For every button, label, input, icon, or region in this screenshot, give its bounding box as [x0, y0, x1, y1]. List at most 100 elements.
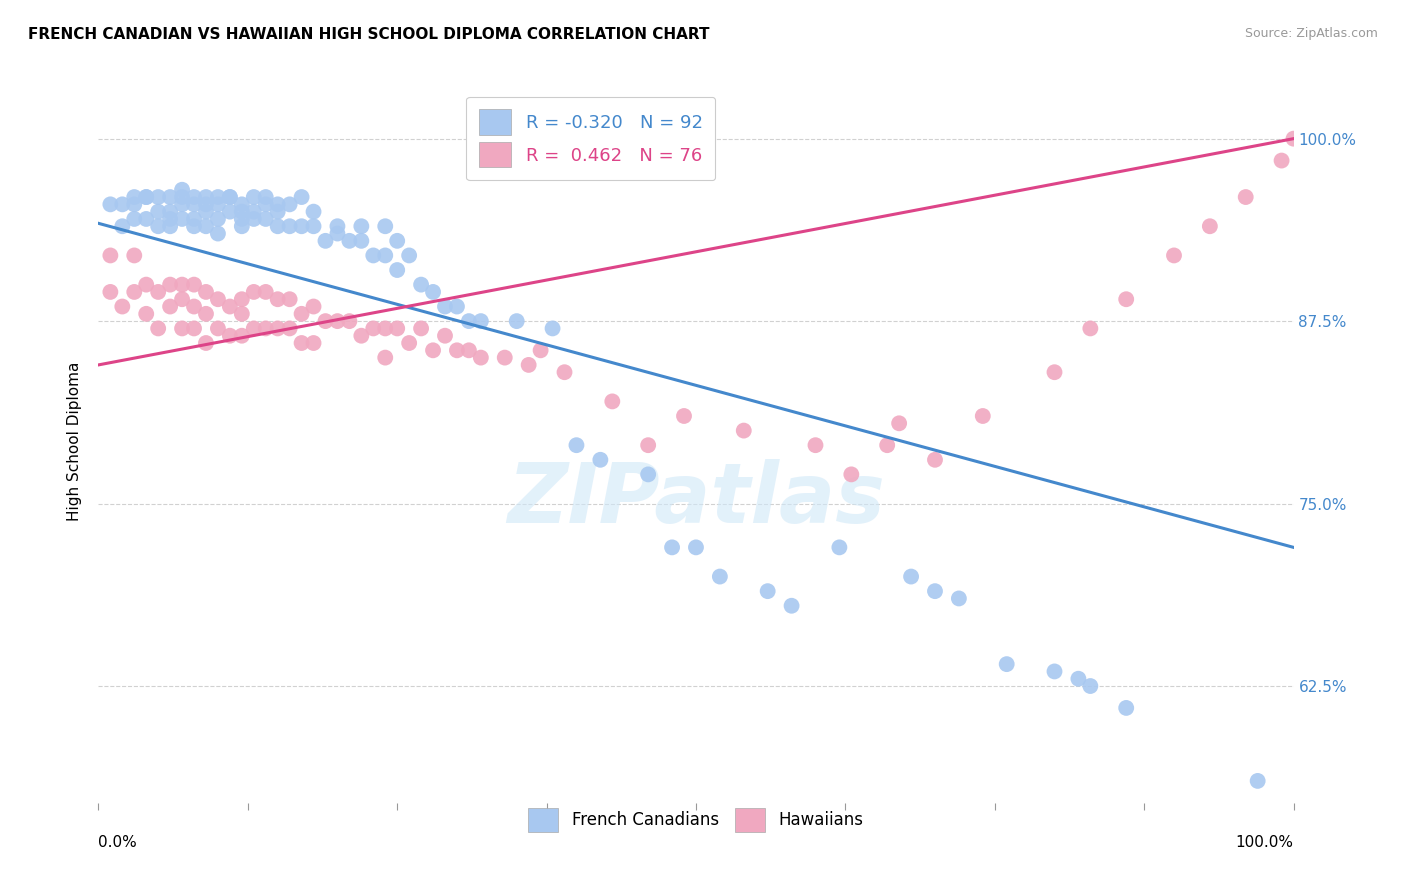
Point [972, 409, 994, 423]
Point [159, 204, 181, 219]
Point [124, 197, 146, 211]
Point [148, 204, 170, 219]
Point [243, 285, 266, 299]
Point [1067, 672, 1090, 686]
Point [458, 343, 481, 358]
Point [1115, 292, 1137, 306]
Point [363, 248, 385, 262]
Point [1163, 248, 1185, 262]
Point [470, 351, 492, 365]
Point [231, 197, 253, 211]
Point [183, 300, 205, 314]
Point [207, 292, 229, 306]
Point [219, 204, 242, 219]
Point [1247, 773, 1270, 788]
Point [385, 234, 409, 248]
Point [541, 321, 564, 335]
Point [98, 197, 122, 211]
Point [350, 328, 373, 343]
Point [470, 314, 492, 328]
Point [135, 190, 157, 204]
Point [339, 234, 361, 248]
Point [995, 657, 1018, 672]
Point [111, 300, 134, 314]
Point [434, 300, 457, 314]
Point [135, 307, 157, 321]
Point [291, 336, 314, 351]
Point [889, 417, 911, 431]
Point [374, 321, 396, 335]
Point [1271, 153, 1294, 168]
Point [326, 227, 349, 241]
Point [98, 248, 122, 262]
Point [637, 467, 659, 482]
Point [172, 292, 194, 306]
Point [195, 336, 218, 351]
Point [195, 307, 218, 321]
Point [291, 219, 314, 234]
Text: Source: ZipAtlas.com: Source: ZipAtlas.com [1244, 27, 1378, 40]
Point [1234, 190, 1257, 204]
Point [267, 204, 290, 219]
Point [135, 211, 157, 226]
Point [98, 285, 122, 299]
Point [637, 438, 659, 452]
Point [267, 197, 290, 211]
Point [183, 321, 205, 335]
Point [434, 328, 457, 343]
Point [302, 204, 325, 219]
Point [302, 336, 325, 351]
Point [350, 219, 373, 234]
Point [554, 365, 576, 379]
Point [446, 343, 468, 358]
Point [1282, 131, 1305, 145]
Point [709, 569, 731, 583]
Point [385, 321, 409, 335]
Point [315, 234, 337, 248]
Point [183, 277, 205, 292]
Point [565, 438, 588, 452]
Point [661, 541, 683, 555]
Point [254, 321, 277, 335]
Point [219, 328, 242, 343]
Point [374, 248, 396, 262]
Point [254, 190, 277, 204]
Point [231, 204, 253, 219]
Point [231, 211, 253, 226]
Point [124, 248, 146, 262]
Point [159, 277, 181, 292]
Point [243, 204, 266, 219]
Point [1080, 679, 1102, 693]
Point [291, 307, 314, 321]
Point [1115, 701, 1137, 715]
Point [924, 584, 946, 599]
Point [111, 219, 134, 234]
Point [243, 321, 266, 335]
Point [148, 321, 170, 335]
Point [219, 190, 242, 204]
Point [254, 211, 277, 226]
Point [350, 234, 373, 248]
Text: FRENCH CANADIAN VS HAWAIIAN HIGH SCHOOL DIPLOMA CORRELATION CHART: FRENCH CANADIAN VS HAWAIIAN HIGH SCHOOL … [28, 27, 710, 42]
Point [231, 328, 253, 343]
Point [948, 591, 970, 606]
Point [278, 292, 301, 306]
Point [159, 190, 181, 204]
Point [602, 394, 624, 409]
Point [148, 190, 170, 204]
Point [267, 321, 290, 335]
Point [685, 541, 707, 555]
Point [1080, 321, 1102, 335]
Point [111, 197, 134, 211]
Point [231, 219, 253, 234]
Point [183, 190, 205, 204]
Point [363, 321, 385, 335]
Point [243, 190, 266, 204]
Point [374, 351, 396, 365]
Point [780, 599, 803, 613]
Point [1199, 219, 1222, 234]
Point [841, 467, 863, 482]
Point [207, 227, 229, 241]
Point [315, 314, 337, 328]
Point [326, 314, 349, 328]
